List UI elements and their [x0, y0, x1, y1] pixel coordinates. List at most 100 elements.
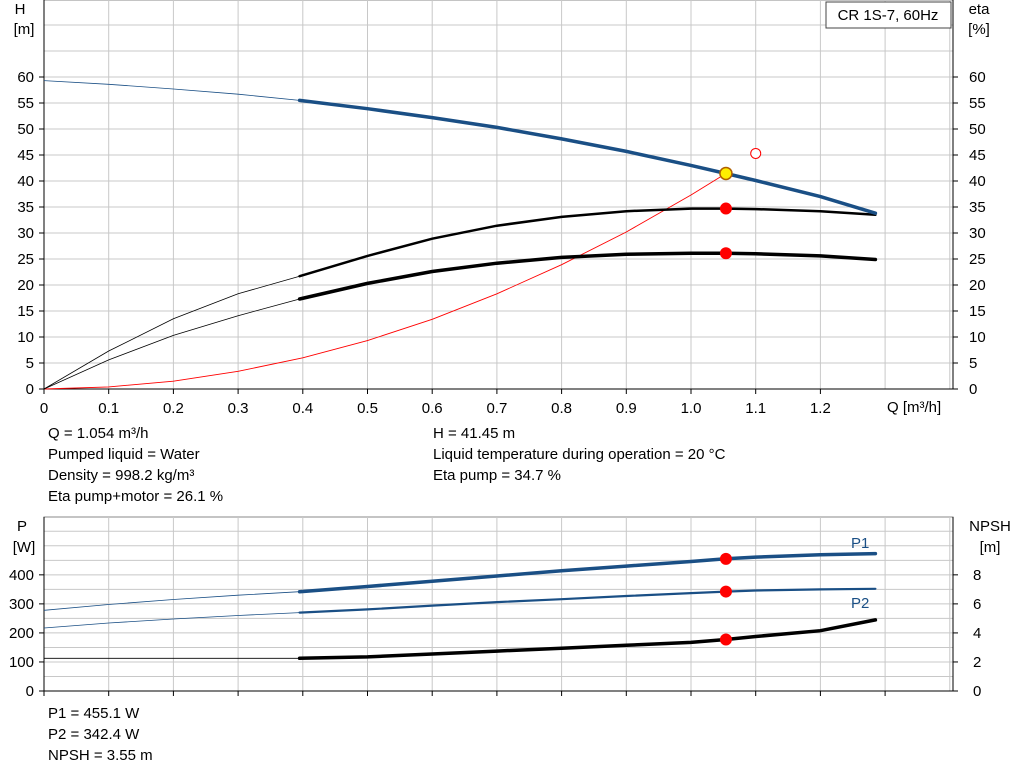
bottom-y-left-tick-label: 400 [9, 567, 34, 584]
top-y-left-tick-label: 25 [17, 251, 34, 268]
top-x-tick-label: 0.9 [616, 400, 637, 417]
bottom-y-right-tick-label: 2 [973, 654, 981, 671]
bottom-y-left-tick-label: 0 [26, 683, 34, 700]
top-y-left-label-line1: H [15, 1, 26, 18]
top-y-left-tick-label: 15 [17, 303, 34, 320]
top-x-tick-label: 0.6 [422, 400, 443, 417]
bottom-y-right-tick-label: 6 [973, 596, 981, 613]
info-p2: P2 = 342.4 W [48, 726, 140, 743]
duty-point-eta-pump-motor [719, 247, 732, 260]
chart-title-box [825, 1, 952, 29]
top-x-tick-label: 0.2 [163, 400, 184, 417]
info-head: H = 41.45 m [433, 425, 516, 442]
eta-pump-motor-thin-segment [43, 298, 300, 390]
p1-thin-segment [43, 591, 300, 611]
info-liquid-temperature: Liquid temperature during operation = 20… [433, 446, 726, 463]
top-x-tick-label: 0.4 [292, 400, 313, 417]
top-y-right-tick-label: 40 [969, 173, 986, 190]
top-x-tick-label: 0.3 [228, 400, 249, 417]
top-x-tick-label: 1.1 [745, 400, 766, 417]
top-y-left-tick-label: 10 [17, 329, 34, 346]
top-y-right-tick-label: 5 [969, 355, 977, 372]
system-curve-thin-segment [43, 173, 727, 390]
top-y-right-tick-label: 45 [969, 147, 986, 164]
system-curve-open-marker [750, 147, 762, 159]
curve-layer [43, 80, 878, 661]
top-x-tick-label: 1.2 [810, 400, 831, 417]
top-y-right-label-line1: eta [969, 1, 991, 18]
p1-curve [297, 551, 878, 594]
bottom-y-right-label-line1: NPSH [969, 518, 1011, 535]
top-y-right-tick-label: 55 [969, 95, 986, 112]
top-y-right-tick-label: 25 [969, 251, 986, 268]
top-y-left-tick-label: 40 [17, 173, 34, 190]
top-plot-frame [43, 0, 954, 390]
duty-point-p2 [719, 585, 732, 598]
top-x-axis-label: Q [m³/h] [887, 399, 941, 416]
top-y-left-tick-label: 45 [17, 147, 34, 164]
bottom-y-right-tick-label: 8 [973, 567, 981, 584]
top-x-tick-label: 0.5 [357, 400, 378, 417]
chart-title: CR 1S-7, 60Hz [838, 7, 939, 24]
info-eta-pump-motor: Eta pump+motor = 26.1 % [48, 488, 224, 505]
bottom-y-left-tick-label: 200 [9, 625, 34, 642]
bottom-y-left-tick-label: 100 [9, 654, 34, 671]
duty-point-h [719, 166, 733, 181]
info-npsh: NPSH = 3.55 m [48, 747, 153, 764]
eta-pump-thin-segment [43, 275, 300, 390]
top-y-right-tick-label: 15 [969, 303, 986, 320]
top-y-left-tick-label: 20 [17, 277, 34, 294]
info-density: Density = 998.2 kg/m³ [48, 467, 195, 484]
top-x-tick-label: 0.1 [98, 400, 119, 417]
duty-point-npsh [719, 633, 732, 646]
eta-pump-motor-curve [297, 251, 878, 301]
top-y-left-tick-label: 50 [17, 121, 34, 138]
top-y-right-tick-label: 60 [969, 69, 986, 86]
duty-point-eta-pump [719, 202, 732, 215]
top-y-right-tick-label: 50 [969, 121, 986, 138]
p2-curve [298, 587, 877, 614]
top-x-tick-label: 0 [40, 400, 48, 417]
power-info: P1 = 455.1 W P2 = 342.4 W NPSH = 3.55 m [48, 703, 153, 766]
top-x-tick-label: 0.8 [551, 400, 572, 417]
top-x-tick-label: 0.7 [486, 400, 507, 417]
series-label-p1: P1 [851, 535, 869, 552]
top-y-left-tick-label: 0 [26, 381, 34, 398]
head-thin-segment [43, 80, 300, 101]
top-y-left-tick-label: 35 [17, 199, 34, 216]
operating-info-left: Q = 1.054 m³/h Pumped liquid = Water Den… [48, 423, 223, 507]
bottom-y-right-tick-label: 4 [973, 625, 981, 642]
bottom-y-right-tick-label: 0 [973, 683, 981, 700]
top-y-right-tick-label: 35 [969, 199, 986, 216]
bottom-y-right-label-line2: [m] [980, 539, 1001, 556]
tick-layer: 0 0.1 0.2 0.3 0.4 0.5 0.6 0.7 0.8 0.9 1.0 1.1 1.20 05… [9, 69, 986, 700]
top-y-right-tick-label: 10 [969, 329, 986, 346]
series-label-p2: P2 [851, 595, 869, 612]
top-y-left-tick-label: 60 [17, 69, 34, 86]
top-y-left-label-line2: [m] [14, 21, 35, 38]
bottom-y-left-label-line1: P [17, 518, 27, 535]
top-y-right-tick-label: 30 [969, 225, 986, 242]
top-x-tick-label: 1.0 [681, 400, 702, 417]
info-p1: P1 = 455.1 W [48, 705, 140, 722]
info-flow: Q = 1.054 m³/h [48, 425, 149, 442]
eta-pump-curve [298, 207, 877, 278]
bottom-y-left-tick-label: 300 [9, 596, 34, 613]
top-chart-grid [43, 0, 954, 390]
top-y-left-tick-label: 30 [17, 225, 34, 242]
head-curve [297, 98, 878, 215]
operating-info-right: H = 41.45 m Liquid temperature during op… [433, 423, 725, 486]
bottom-y-left-label-line2: [W] [13, 539, 36, 556]
top-y-left-tick-label: 5 [26, 355, 34, 372]
top-y-right-label-line2: [%] [968, 21, 990, 38]
info-eta-pump: Eta pump = 34.7 % [433, 467, 561, 484]
info-pumped-liquid: Pumped liquid = Water [48, 446, 200, 463]
top-y-right-tick-label: 0 [969, 381, 977, 398]
duty-point-p1 [719, 552, 732, 565]
bottom-chart-grid [43, 516, 954, 692]
top-y-right-tick-label: 20 [969, 277, 986, 294]
top-y-left-tick-label: 55 [17, 95, 34, 112]
p2-thin-segment [43, 612, 300, 629]
npsh-curve [297, 618, 878, 661]
